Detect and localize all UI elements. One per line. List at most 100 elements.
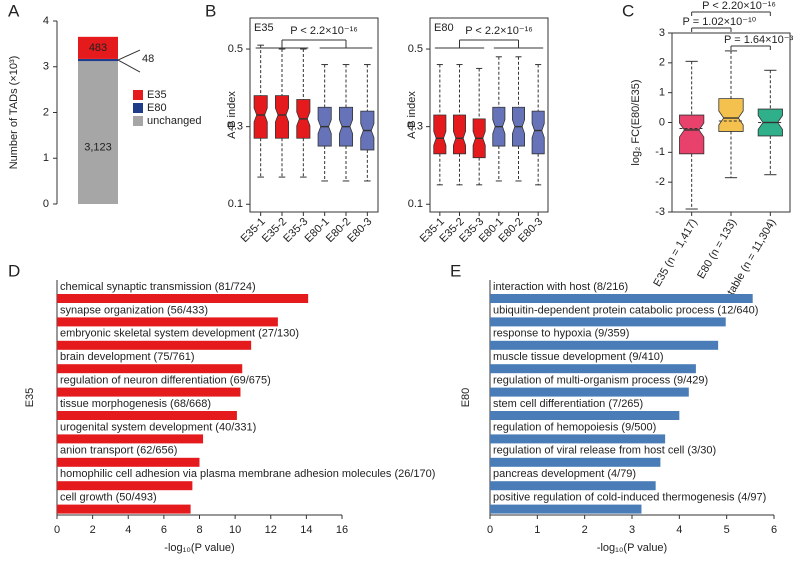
category-label: cell growth (50/493) [60, 492, 157, 504]
x-tick-label: 5 [724, 524, 730, 536]
bar [490, 317, 726, 327]
category-label: stem cell differentiation (7/265) [493, 398, 643, 410]
x-tick-label: E80-3 [345, 216, 374, 245]
box [531, 110, 545, 155]
category-label: brain development (75/761) [60, 351, 195, 363]
x-axis-label: -log₁₀(P value) [164, 542, 234, 554]
bar [57, 294, 309, 303]
y-tick-label: 0.1 [228, 198, 243, 210]
y-tick-label: -1 [655, 146, 665, 158]
bar [490, 434, 666, 444]
x-tick-label: E35 (n = 1,417) [651, 217, 699, 289]
annotation: P = 1.64×10⁻³ [724, 34, 794, 46]
y-tick-label: 1 [43, 152, 49, 164]
y-tick-label: -3 [655, 206, 665, 218]
bar-segment [78, 58, 118, 62]
box [453, 114, 466, 155]
x-tick-label: 16 [336, 524, 348, 536]
x-tick-label: 1 [534, 524, 540, 536]
x-tick-label: 14 [300, 524, 312, 536]
y-axis-label: Number of TADs (×10³) [8, 56, 20, 170]
bar [490, 504, 642, 514]
annotation: P = 1.02×10⁻¹⁰ [683, 16, 757, 28]
x-tick-label: 0 [54, 524, 60, 536]
category-label: ubiquitin-dependent protein catabolic pr… [493, 304, 758, 316]
category-label: regulation of neuron differentiation (69… [60, 375, 271, 387]
y-tick-label: 3 [43, 61, 49, 73]
bar [490, 340, 719, 350]
annotation: P < 2.2×10⁻¹⁶ [465, 25, 533, 37]
y-tick-label: 4 [43, 15, 49, 27]
annotation: P < 2.20×10⁻¹⁶ [702, 0, 776, 12]
legend-label: E35 [147, 89, 167, 101]
value-label: 3,123 [84, 141, 112, 153]
leader-line [117, 59, 141, 73]
category-label: embryonic skeletal system development (2… [60, 328, 299, 340]
legend-swatch [133, 103, 143, 113]
legend-label: unchanged [147, 115, 201, 127]
y-axis-label: E80 [460, 388, 472, 408]
y-axis-label: A-B index [226, 91, 238, 139]
annotation: P < 2.2×10⁻¹⁶ [290, 25, 358, 37]
x-tick-label: 0 [487, 524, 493, 536]
y-tick-label: 2 [43, 106, 49, 118]
bar [57, 457, 200, 467]
x-tick-label: 10 [229, 524, 241, 536]
x-axis-label: -log₁₀(P value) [597, 542, 667, 554]
y-tick-label: 1 [659, 87, 665, 99]
category-label: chemical synaptic transmission (81/724) [60, 281, 256, 293]
panel-letter: A [8, 1, 20, 20]
category-label: regulation of hemopoiesis (9/500) [493, 421, 656, 433]
bar [57, 317, 278, 327]
panel-letter: B [205, 1, 216, 20]
value-label: 48 [142, 53, 154, 65]
category-label: interaction with host (8/216) [493, 281, 628, 293]
legend-swatch [133, 90, 143, 100]
bar [57, 340, 252, 350]
y-tick-label: 0.3 [408, 121, 423, 133]
bar [490, 411, 680, 420]
y-tick-label: 0 [43, 198, 49, 210]
y-tick-label: 0.1 [408, 198, 423, 210]
x-tick-label: 12 [265, 524, 277, 536]
bar [490, 364, 696, 374]
x-tick-label: 6 [161, 524, 167, 536]
plot-title: E80 [434, 22, 454, 34]
x-tick-label: 2 [582, 524, 588, 536]
category-label: positive regulation of cold-induced ther… [493, 492, 766, 504]
bar [490, 387, 689, 397]
category-label: response to hypoxia (9/359) [493, 328, 629, 340]
panel-letter: D [8, 261, 20, 280]
y-tick-label: 3 [659, 27, 665, 39]
plot-frame [429, 17, 549, 213]
y-tick-label: 2 [659, 57, 665, 69]
leader-line [117, 49, 141, 61]
y-axis-label: log₂ FC(E80/E35) [630, 79, 642, 165]
box [679, 114, 705, 155]
bar [57, 387, 241, 397]
bar-segment [78, 61, 118, 205]
bar [57, 364, 243, 374]
box [718, 98, 744, 132]
category-label: homophilic cell adhesion via plasma memb… [60, 468, 435, 480]
y-tick-label: 0.5 [408, 43, 423, 55]
category-label: urogenital system development (40/331) [60, 421, 256, 433]
y-tick-label: 0.3 [228, 121, 243, 133]
x-tick-label: 3 [629, 524, 635, 536]
box [274, 95, 290, 139]
category-label: regulation of viral release from host ce… [493, 445, 716, 457]
y-axis-label: A-B index [406, 91, 418, 139]
panel-letter: C [622, 1, 634, 20]
x-tick-label: 8 [196, 524, 202, 536]
bar [57, 504, 191, 514]
plot-frame [249, 17, 379, 213]
category-label: regulation of multi-organism process (9/… [493, 375, 708, 387]
bar [490, 294, 753, 303]
category-label: muscle tissue development (9/410) [493, 351, 664, 363]
category-label: anion transport (62/656) [60, 445, 177, 457]
value-label: 483 [89, 42, 107, 54]
bar [57, 411, 237, 420]
y-tick-label: -2 [655, 176, 665, 188]
y-tick-label: 0.5 [228, 43, 243, 55]
